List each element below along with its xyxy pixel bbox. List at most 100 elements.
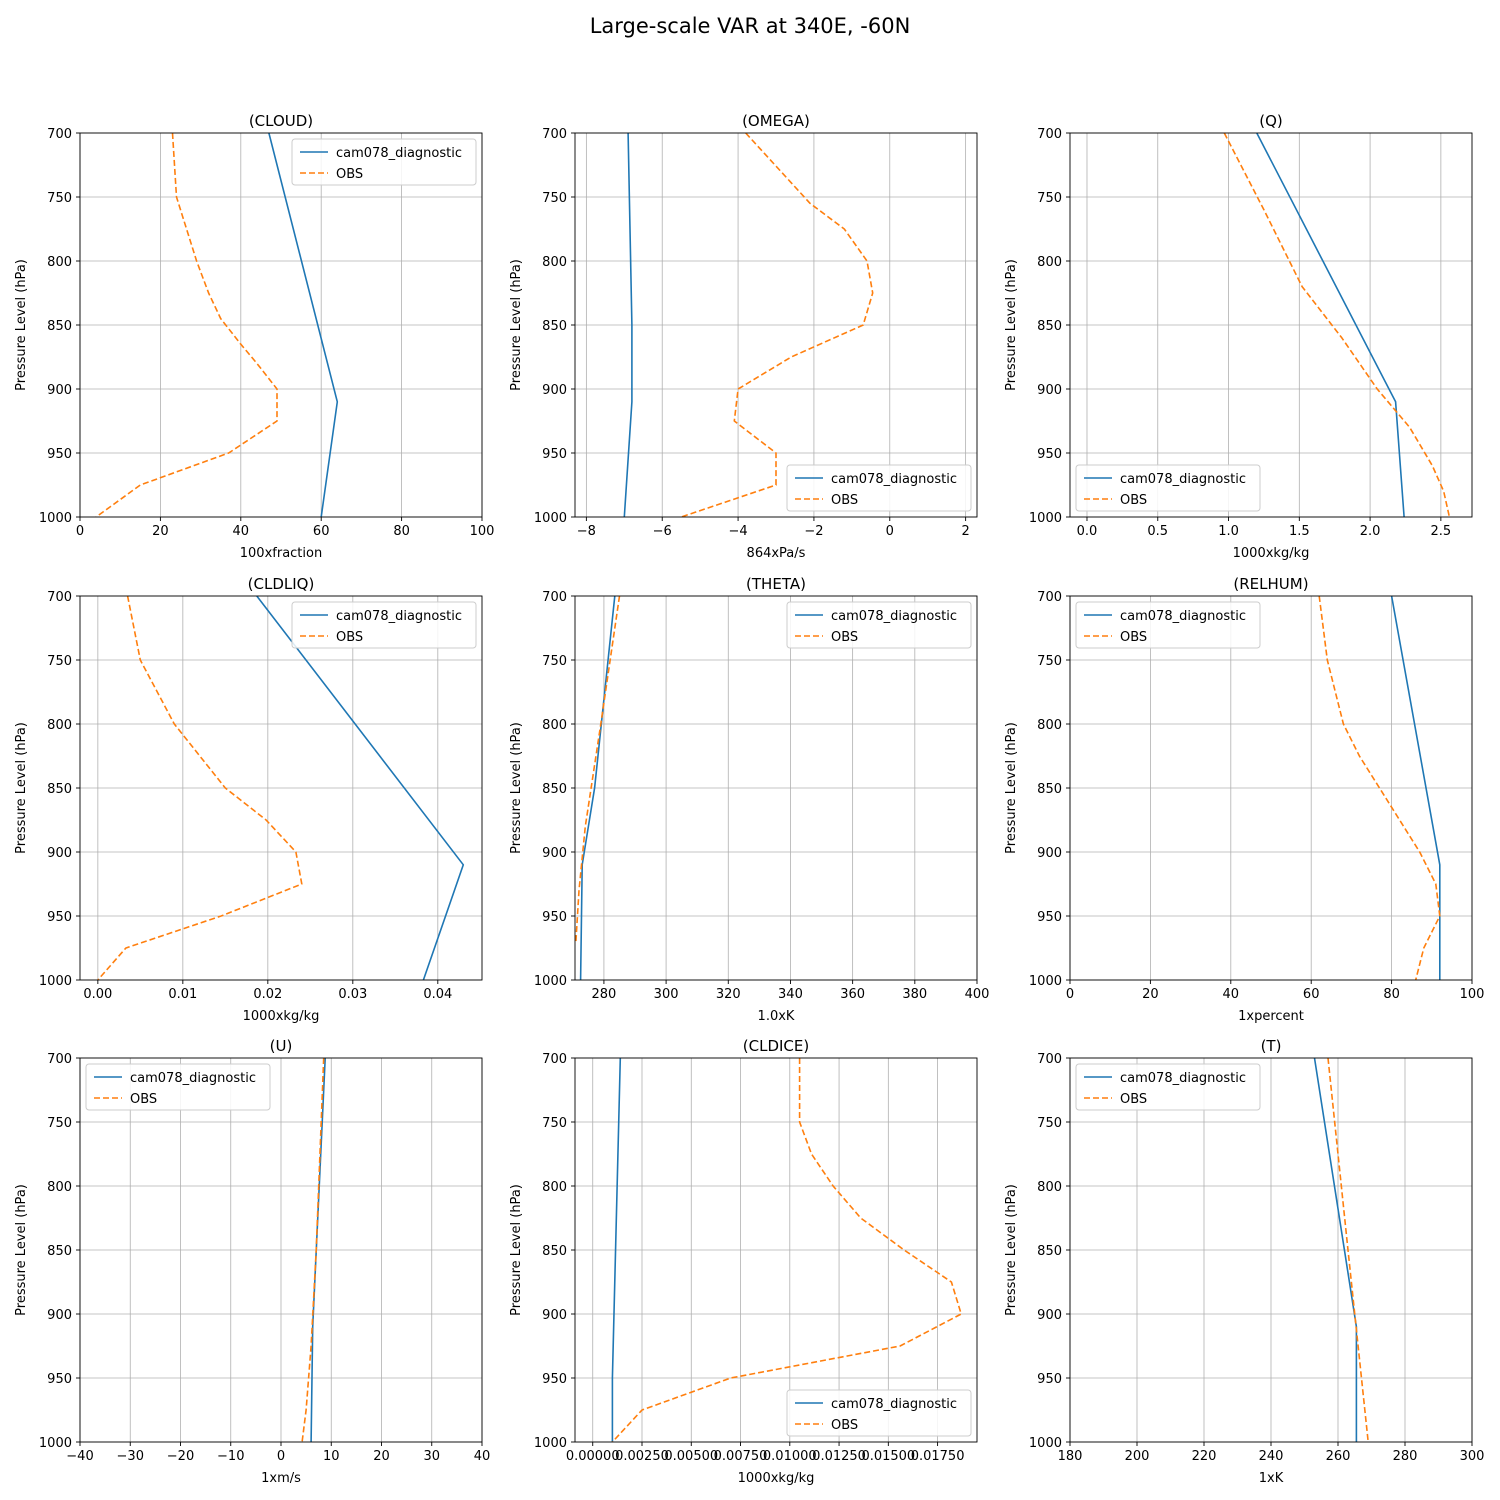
legend-label: cam078_diagnostic (1120, 472, 1246, 487)
y-tick-label: 700 (47, 1052, 72, 1067)
y-tick-label: 900 (542, 1308, 567, 1323)
legend-label: OBS (336, 630, 363, 645)
x-axis-label: 864xPa/s (747, 546, 806, 561)
legend-label: OBS (1120, 630, 1147, 645)
x-tick-label: 40 (474, 1449, 491, 1464)
x-tick-label: −2 (804, 524, 823, 539)
y-tick-label: 850 (542, 1244, 567, 1259)
x-tick-label: 0 (76, 524, 84, 539)
legend-label: OBS (831, 493, 858, 508)
x-tick-label: 1.0 (1218, 524, 1239, 539)
model-series-line (623, 133, 633, 517)
y-tick-label: 800 (542, 1180, 567, 1195)
legend-box (786, 1389, 972, 1437)
model-series-line (579, 596, 616, 980)
obs-series-line (1327, 1058, 1369, 1442)
x-tick-label: 340 (778, 987, 803, 1002)
legend: cam078_diagnostic OBS (1075, 464, 1261, 512)
x-tick-label: −10 (217, 1449, 244, 1464)
model-series-line (256, 596, 465, 980)
x-tick-label: 400 (965, 987, 990, 1002)
obs-series-line (680, 133, 874, 517)
x-tick-label: 380 (902, 987, 927, 1002)
x-tick-label: 0.00500 (664, 1449, 718, 1464)
x-tick-label: 60 (313, 524, 330, 539)
legend-label: cam078_diagnostic (831, 1397, 957, 1412)
x-tick-label: 2.5 (1431, 524, 1452, 539)
panel-cldice: 0.000000.002500.005000.007500.010000.012… (509, 1037, 978, 1486)
y-tick-label: 800 (1037, 255, 1062, 270)
obs-series-line (1223, 133, 1451, 517)
y-tick-label: 700 (1037, 1052, 1062, 1067)
x-tick-label: 300 (1460, 1449, 1485, 1464)
y-tick-label: 850 (47, 782, 72, 797)
legend-label: OBS (1120, 1092, 1147, 1107)
y-tick-label: 900 (47, 383, 72, 398)
panel-title: (RELHUM) (1233, 575, 1308, 593)
x-tick-label: 100 (470, 524, 495, 539)
y-tick-label: 800 (542, 718, 567, 733)
y-tick-label: 1000 (534, 974, 567, 989)
y-tick-label: 900 (47, 1308, 72, 1323)
y-tick-label: 850 (1037, 782, 1062, 797)
y-axis-label: Pressure Level (hPa) (509, 1184, 524, 1316)
panel-title: (CLDICE) (743, 1037, 809, 1055)
x-axis-label: 1xm/s (261, 1471, 301, 1486)
panel-cldliq: 0.00 0.01 0.02 0.03 0.04 700 750 800 850 900 950 10… (14, 575, 483, 1024)
y-tick-label: 850 (1037, 319, 1062, 334)
legend-label: cam078_diagnostic (336, 146, 462, 161)
y-tick-label: 900 (542, 383, 567, 398)
x-tick-label: −30 (117, 1449, 144, 1464)
obs-series-line (1318, 596, 1441, 980)
y-tick-label: 850 (47, 319, 72, 334)
x-tick-label: −4 (728, 524, 747, 539)
x-tick-label: 60 (1303, 987, 1320, 1002)
y-tick-label: 850 (1037, 1244, 1062, 1259)
y-tick-label: 700 (47, 127, 72, 142)
legend-label: OBS (831, 1418, 858, 1433)
x-tick-label: 180 (1058, 1449, 1083, 1464)
model-series-line (1390, 596, 1441, 980)
x-tick-label: 20 (1142, 987, 1159, 1002)
obs-series-line (611, 1058, 963, 1442)
y-tick-label: 950 (1037, 1372, 1062, 1387)
legend-box (786, 601, 972, 649)
series-group (97, 596, 465, 980)
legend-box (85, 1063, 271, 1111)
y-tick-label: 800 (1037, 1180, 1062, 1195)
y-tick-label: 800 (47, 255, 72, 270)
x-tick-label: 80 (1383, 987, 1400, 1002)
legend-label: OBS (1120, 493, 1147, 508)
x-tick-label: 0 (886, 524, 894, 539)
x-tick-label: 0 (1066, 987, 1074, 1002)
series-group (1318, 596, 1441, 980)
x-axis-label: 1000xkg/kg (243, 1009, 320, 1024)
y-axis-label: Pressure Level (hPa) (1004, 259, 1019, 391)
y-tick-label: 750 (542, 191, 567, 206)
y-tick-label: 700 (542, 590, 567, 605)
y-tick-label: 900 (1037, 383, 1062, 398)
x-tick-label: 240 (1259, 1449, 1284, 1464)
x-axis-label: 1.0xK (758, 1009, 795, 1024)
panel-title: (Q) (1259, 112, 1283, 130)
legend: cam078_diagnostic OBS (85, 1063, 271, 1111)
y-tick-label: 700 (542, 127, 567, 142)
legend-label: OBS (336, 167, 363, 182)
legend: cam078_diagnostic OBS (291, 601, 477, 649)
series-group (95, 133, 339, 517)
y-tick-label: 750 (47, 654, 72, 669)
panel-cloud: 0 20 40 60 80 100 700 750 800 850 900 950 1000 (CLOUD… (14, 112, 494, 561)
y-tick-label: 950 (542, 910, 567, 925)
y-tick-label: 1000 (1029, 1436, 1062, 1451)
x-tick-label: 300 (654, 987, 679, 1002)
x-tick-label: −40 (66, 1449, 93, 1464)
y-tick-label: 800 (47, 1180, 72, 1195)
y-tick-label: 750 (47, 191, 72, 206)
y-tick-label: 850 (47, 1244, 72, 1259)
legend: cam078_diagnostic OBS (786, 601, 972, 649)
y-tick-label: 700 (1037, 590, 1062, 605)
legend-label: cam078_diagnostic (831, 609, 957, 624)
y-axis-label: Pressure Level (hPa) (509, 259, 524, 391)
model-series-line (268, 133, 339, 517)
